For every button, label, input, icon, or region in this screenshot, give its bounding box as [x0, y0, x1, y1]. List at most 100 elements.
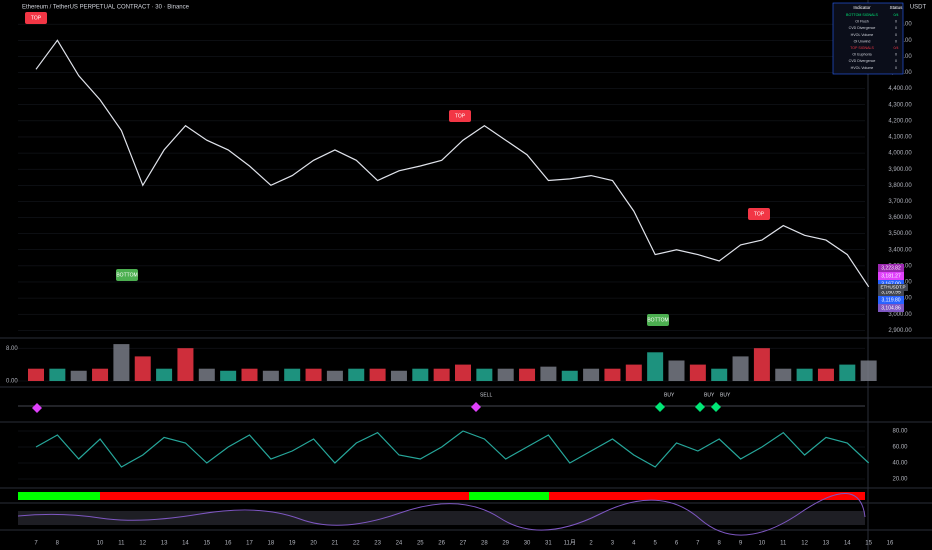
signal-diamond — [695, 402, 705, 412]
series-line — [35, 430, 870, 468]
volume-bar — [326, 370, 343, 381]
signal-text: BUY — [704, 392, 715, 398]
price-tag: 3,160.95 — [881, 289, 901, 295]
y-tick-label: 4,100.00 — [888, 135, 912, 141]
x-tick-label: 10 — [759, 541, 766, 547]
table-cell: HVOL Volume — [851, 33, 874, 37]
signal-diamond — [655, 402, 665, 412]
x-tick-label: 24 — [396, 541, 403, 547]
table-header: Indicator — [853, 5, 871, 10]
x-tick-label: 7 — [696, 541, 700, 547]
x-tick-label: 27 — [460, 541, 467, 547]
table-cell: OI Euphoria — [852, 53, 871, 57]
table-cell: BOTTOM SIGNALS — [846, 13, 878, 17]
signal-label-box — [647, 314, 669, 326]
volume-bar — [156, 368, 173, 381]
table-cell: 0/4 — [894, 13, 899, 17]
volume-bar — [177, 348, 194, 381]
table-cell: 0 — [895, 53, 897, 57]
volume-bar — [753, 348, 770, 381]
chart-title: Ethereum / TetherUS PERPETUAL CONTRACT ·… — [22, 5, 190, 11]
x-tick-label: 15 — [865, 541, 872, 547]
x-tick-label: 11 — [780, 541, 787, 547]
signal-text: BUY — [720, 392, 731, 398]
y-tick-label: 3,900.00 — [888, 167, 912, 173]
price-tag: 3,181.27 — [881, 273, 901, 279]
price-tag-box — [878, 304, 904, 312]
volume-bar — [433, 368, 450, 381]
table-cell: 0 — [895, 26, 897, 30]
lower-band-line — [17, 492, 866, 536]
volume-bar — [817, 368, 834, 381]
price-tag-box — [878, 288, 904, 296]
x-tick-label: 23 — [374, 541, 381, 547]
volume-bar — [49, 368, 66, 381]
x-tick-label: 26 — [438, 541, 445, 547]
volume-bar — [497, 368, 514, 381]
signal-label-box — [748, 208, 770, 220]
x-tick-label: 11 — [118, 541, 125, 547]
x-tick-label: 17 — [246, 541, 253, 547]
table-box — [832, 2, 904, 75]
table-cell: 0 — [895, 39, 897, 43]
x-tick-label: 25 — [417, 541, 424, 547]
price-tag: 3,119.80 — [881, 297, 900, 303]
table-cell: CVD Divergence — [849, 26, 876, 30]
table-cell: 0/4 — [894, 46, 899, 50]
y-tick-label: 3,600.00 — [888, 215, 912, 221]
volume-bar — [412, 368, 429, 381]
volume-bar — [92, 368, 109, 381]
y-tick-label: 4,400.00 — [888, 86, 912, 92]
x-tick-label: 20 — [310, 541, 317, 547]
volume-bar — [519, 368, 536, 381]
x-tick-label: 8 — [56, 541, 60, 547]
volume-bar — [220, 370, 237, 381]
y-tick-label: 3,400.00 — [888, 247, 912, 253]
y-tick-label: 3,500.00 — [888, 231, 912, 237]
table-cell: 0 — [895, 59, 897, 63]
volume-bar — [839, 364, 856, 381]
volume-bar — [241, 368, 258, 381]
signal-diamond — [711, 402, 721, 412]
price-tag: 3,223.82 — [881, 265, 901, 271]
trend-strip-bull — [18, 492, 100, 500]
y-tick-label: 4,200.00 — [888, 118, 912, 124]
volume-bar — [625, 364, 642, 381]
signal-label-box — [116, 269, 138, 281]
table-cell: 0 — [895, 33, 897, 37]
x-tick-label: 3 — [611, 541, 615, 547]
y-tick-label: 3,700.00 — [888, 199, 912, 205]
y-tick-label: 3,800.00 — [888, 183, 912, 189]
x-tick-label: 14 — [844, 541, 851, 547]
signal-text: BUY — [664, 392, 675, 398]
x-tick-label: 15 — [203, 541, 210, 547]
volume-bar — [284, 368, 301, 381]
x-tick-label: 13 — [823, 541, 830, 547]
volume-bar — [561, 370, 578, 381]
signal-label: TOP — [754, 211, 765, 217]
table-cell: OI Unwind — [854, 39, 871, 43]
volume-bar — [860, 360, 877, 381]
volume-bar — [711, 368, 728, 381]
signal-label: TOP — [455, 113, 466, 119]
volume-bar — [476, 368, 493, 381]
x-tick-label: 10 — [97, 541, 104, 547]
signal-label-box — [25, 12, 47, 24]
volume-bar — [668, 360, 685, 381]
table-cell: OI Flush — [855, 20, 869, 24]
y-tick-label: 3,000.00 — [888, 312, 912, 318]
x-tick-label: 16 — [225, 541, 232, 547]
lower-band — [18, 511, 865, 525]
signal-label: TOP — [31, 15, 42, 21]
y-tick-label: 4,000.00 — [888, 151, 912, 157]
volume-bar — [348, 368, 365, 381]
volume-bar — [604, 368, 621, 381]
volume-bar — [134, 356, 151, 381]
volume-bar — [540, 366, 557, 381]
y-tick-label: 0.00 — [6, 379, 18, 385]
x-tick-label: 6 — [675, 541, 679, 547]
y-tick-label: 80.00 — [892, 429, 908, 435]
y-tick-label: 60.00 — [892, 445, 908, 451]
